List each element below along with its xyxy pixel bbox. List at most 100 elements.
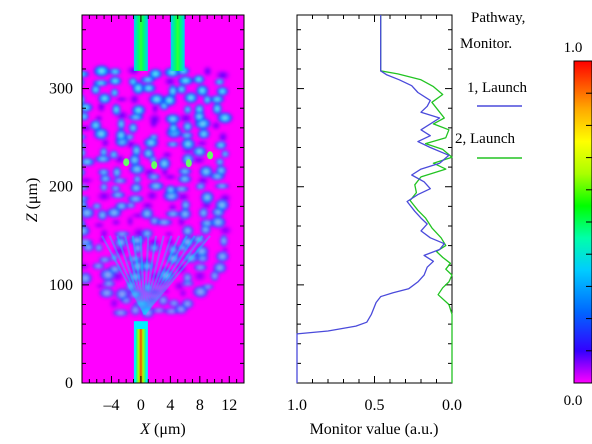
interference-blob [167,203,179,212]
interference-blob [82,102,94,113]
interference-blob [142,147,155,160]
interference-blob [110,191,126,199]
interference-blob [99,174,112,183]
interference-blob [178,208,192,221]
interference-blob [191,234,207,244]
interference-blob [82,93,86,106]
interference-blob [82,199,89,210]
interference-blob [128,122,139,134]
beam-ray [116,235,146,315]
interference-blob [113,236,128,249]
legend: Pathway, Monitor. 1, Launch 2, Launch [455,10,527,159]
interference-blob [209,215,227,229]
interference-blob [128,93,141,106]
interference-blob [194,244,210,258]
interference-blob [214,183,230,190]
interference-blob [92,79,110,87]
monitor-plot: 1.0 0.5 0.0 Monitor value (a.u.) [287,14,462,438]
y-tick-label: 200 [49,179,73,196]
interference-blob [82,70,90,78]
interference-blob [114,287,130,302]
beam-ray [143,235,150,315]
heatmap-ylabel: Z (μm) [24,178,41,223]
beam-ray [108,235,146,315]
beam-ray [139,235,146,315]
colorbar: 1.0 0.0 [564,40,592,409]
heatmap-xlabel: X (μm) [139,421,185,438]
interference-blob [148,270,160,283]
beam-ray [100,235,146,315]
interference-blob [157,268,175,283]
interference-blob [100,137,111,148]
interference-blob [82,177,95,184]
y-tick-label: 300 [49,81,73,98]
interference-blob [114,201,129,211]
interference-blob [173,185,190,193]
beam-ray [143,235,196,315]
interference-blob [151,307,167,314]
interference-blob [191,145,208,158]
interference-blob [157,294,169,307]
interference-blob [82,271,93,285]
interference-blob [164,113,181,125]
interference-blob [181,224,194,237]
interference-blob [126,271,144,282]
interference-blob [161,151,174,159]
interference-blob [110,185,122,192]
interference-blob [183,252,200,264]
interference-blob [148,68,163,80]
input-waveguide [135,329,146,383]
interference-blob [82,206,96,220]
hot-spot [207,151,214,160]
interference-blob [147,181,165,191]
interference-blob [139,260,155,272]
interference-blob [89,119,102,131]
interference-blob [94,243,104,253]
interference-blob [108,76,123,86]
interference-blob [165,252,182,265]
interference-blob [145,189,160,202]
interference-blob [214,69,231,82]
colorbar-ticks [586,60,592,384]
interference-blob [111,177,128,184]
monitor-series-2 [380,15,453,383]
interference-blob [94,114,104,123]
monitor-series-1 [296,15,450,383]
interference-blob [97,209,108,221]
colorbar-max-label: 1.0 [564,40,583,56]
interference-blob [201,283,215,290]
interference-blob [202,65,213,78]
monitor-ticks: 1.0 0.5 0.0 [287,15,462,414]
interference-blob [129,304,141,317]
legend-entry-2-label: 2, Launch [455,131,515,147]
interference-blob [132,175,142,184]
interference-blob [168,299,180,308]
interference-blob [195,84,209,97]
interference-blob [140,207,154,220]
interference-blob [215,157,225,167]
legend-entry-1-label: 1, Launch [467,80,527,96]
interference-blob [161,288,171,295]
interference-blob [110,218,122,227]
interference-blob [82,133,87,141]
output-waveguide-1 [133,15,148,71]
interference-blob [157,156,172,171]
interference-blob [125,139,137,150]
interference-blob [82,87,86,94]
interference-blob [82,184,89,191]
interference-blob [128,77,138,87]
interference-blob [98,287,116,299]
interference-blob [198,165,214,179]
beam-ray [143,235,204,315]
interference-blob [180,137,196,151]
interference-blob [178,112,194,124]
interference-blob [164,184,177,196]
interference-blob [82,195,91,202]
interference-blob [180,298,195,310]
interference-blob [107,264,123,274]
interference-blob [111,103,122,116]
interference-blob [159,265,170,273]
beam-fan [100,235,211,316]
x-tick-label: 12 [221,397,237,414]
interference-blob [164,210,181,218]
